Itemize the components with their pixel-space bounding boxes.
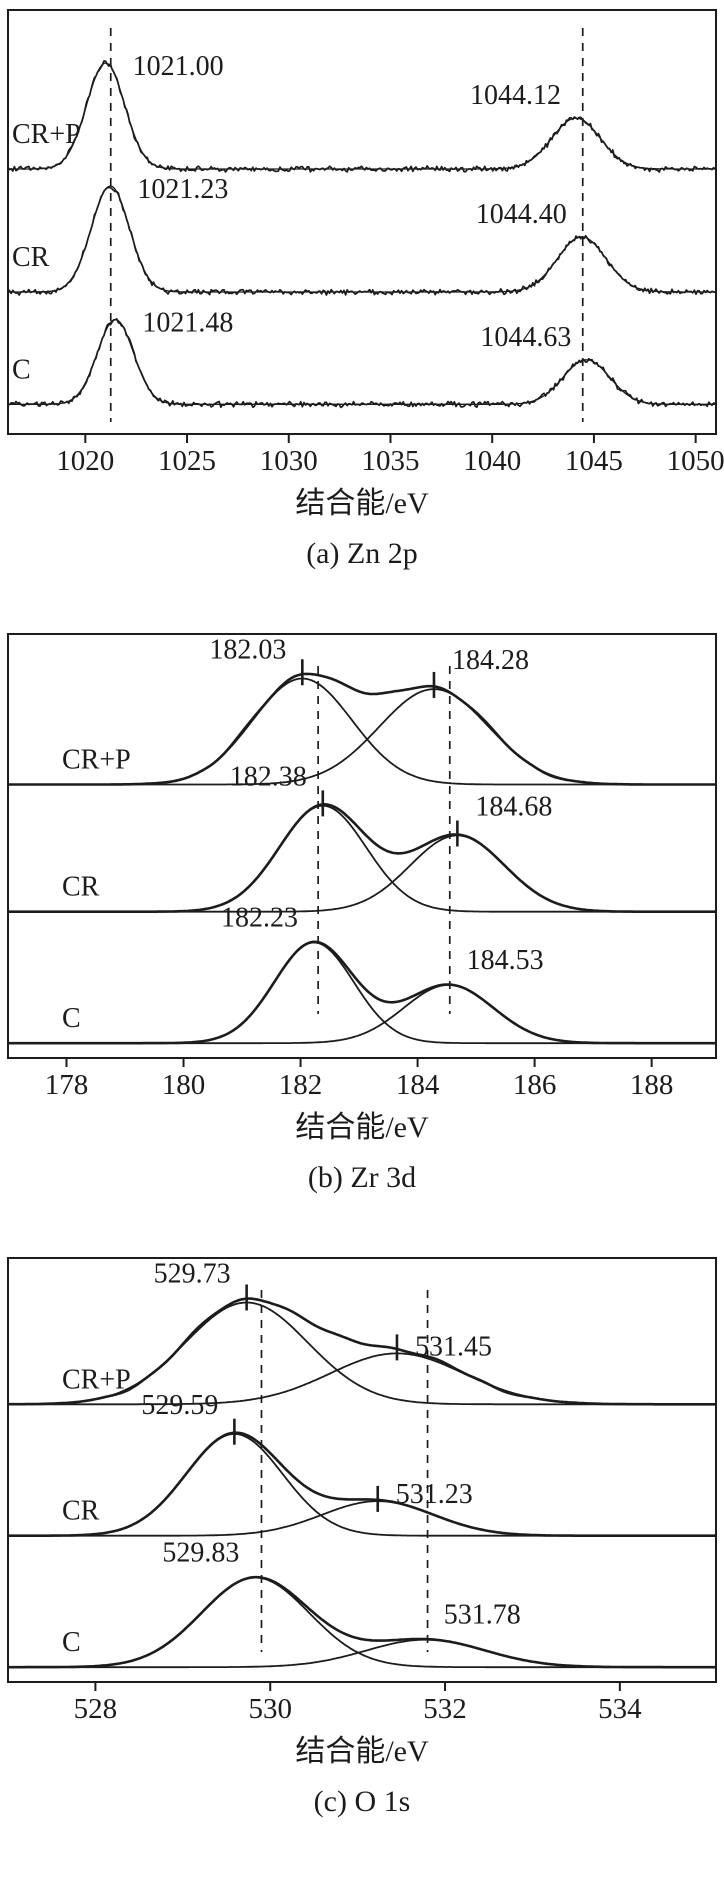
svg-text:184.53: 184.53: [467, 945, 544, 976]
x-axis-label-o1s: 结合能/eV: [295, 1735, 429, 1768]
svg-text:1021.48: 1021.48: [142, 308, 233, 339]
svg-text:529.83: 529.83: [162, 1538, 239, 1569]
zr3d-spectrum-chart: 178 180 182 184 186 188 182.03 184.28 CR+P 182.38…: [7, 633, 717, 1101]
svg-text:531.78: 531.78: [444, 1600, 521, 1631]
svg-text:CR+P: CR+P: [62, 745, 131, 776]
svg-text:531.45: 531.45: [415, 1331, 492, 1362]
xps-spectra-figure: 1020 1025 1030 1035 1040 1045 1050 1021.00 1044.…: [0, 4, 724, 1820]
svg-text:182.03: 182.03: [209, 635, 286, 666]
svg-text:CR: CR: [62, 1496, 100, 1527]
panel-caption-zr3d: (b) Zr 3d: [307, 1161, 417, 1194]
svg-text:CR: CR: [62, 872, 100, 903]
svg-text:1044.40: 1044.40: [476, 199, 567, 230]
panel-caption-o1s: (c) O 1s: [313, 1785, 411, 1818]
svg-text:C: C: [62, 1003, 81, 1034]
panel-zr3d: 178 180 182 184 186 188 182.03 184.28 CR+P 182.38…: [0, 628, 724, 1196]
svg-text:1021.00: 1021.00: [133, 51, 224, 82]
svg-text:1044.12: 1044.12: [470, 80, 561, 111]
svg-text:530: 530: [248, 1693, 292, 1725]
svg-text:C: C: [12, 354, 31, 385]
svg-text:1035: 1035: [361, 445, 419, 477]
svg-text:184.28: 184.28: [452, 645, 529, 676]
svg-text:182: 182: [279, 1069, 323, 1101]
svg-text:1044.63: 1044.63: [480, 322, 571, 353]
svg-text:186: 186: [513, 1069, 557, 1101]
svg-text:CR: CR: [12, 242, 50, 273]
svg-text:184: 184: [396, 1069, 440, 1101]
svg-text:188: 188: [630, 1069, 674, 1101]
svg-text:1045: 1045: [565, 445, 623, 477]
svg-text:184.68: 184.68: [475, 791, 552, 822]
svg-text:1025: 1025: [158, 445, 216, 477]
svg-text:CR+P: CR+P: [62, 1364, 131, 1395]
svg-text:180: 180: [162, 1069, 206, 1101]
o1s-spectrum-chart: 528 530 532 534 529.73 531.45 CR+P 529.59 531.23…: [7, 1257, 717, 1725]
svg-text:1040: 1040: [463, 445, 521, 477]
svg-text:182.38: 182.38: [230, 762, 307, 793]
svg-text:529.73: 529.73: [154, 1259, 231, 1290]
x-axis-label-zr3d: 结合能/eV: [295, 1111, 429, 1144]
svg-text:1021.23: 1021.23: [137, 174, 228, 205]
svg-text:532: 532: [423, 1693, 467, 1725]
zn2p-spectrum-chart: 1020 1025 1030 1035 1040 1045 1050 1021.00 1044.…: [7, 9, 724, 477]
svg-text:534: 534: [598, 1693, 642, 1725]
svg-text:529.59: 529.59: [141, 1390, 218, 1421]
panel-zn2p: 1020 1025 1030 1035 1040 1045 1050 1021.00 1044.…: [0, 4, 724, 572]
svg-text:178: 178: [45, 1069, 89, 1101]
svg-text:528: 528: [74, 1693, 118, 1725]
panel-o1s: 528 530 532 534 529.73 531.45 CR+P 529.59 531.23…: [0, 1252, 724, 1820]
panel-caption-zn2p: (a) Zn 2p: [306, 537, 418, 570]
svg-text:531.23: 531.23: [396, 1479, 473, 1510]
x-axis-label-zn2p: 结合能/eV: [295, 487, 429, 520]
svg-text:182.23: 182.23: [221, 902, 298, 933]
svg-text:CR+P: CR+P: [12, 119, 81, 150]
svg-text:C: C: [62, 1627, 81, 1658]
svg-text:1030: 1030: [260, 445, 318, 477]
svg-text:1020: 1020: [56, 445, 114, 477]
svg-text:1050: 1050: [667, 445, 724, 477]
